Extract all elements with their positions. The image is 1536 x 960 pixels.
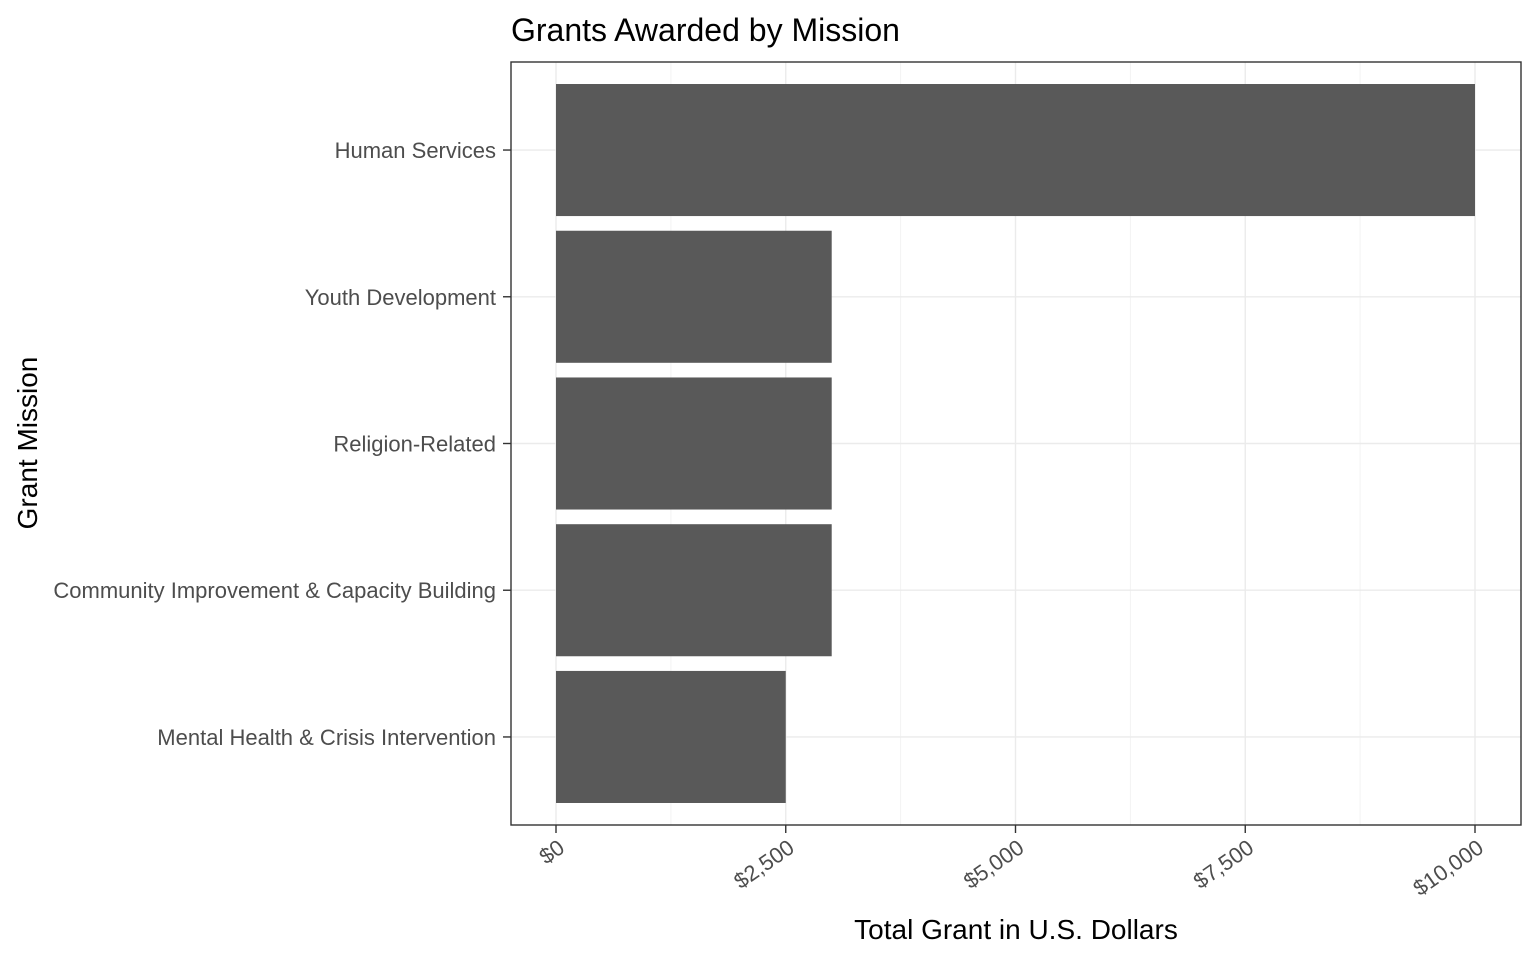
chart-title: Grants Awarded by Mission — [511, 12, 900, 48]
x-tick-label: $2,500 — [729, 835, 798, 894]
x-tick-label: $10,000 — [1408, 835, 1487, 901]
x-tick-label: $5,000 — [959, 835, 1028, 894]
y-tick-label: Human Services — [335, 138, 496, 163]
x-tick-label: $7,500 — [1189, 835, 1258, 894]
y-tick-label: Community Improvement & Capacity Buildin… — [53, 578, 496, 603]
y-tick-label: Religion-Related — [333, 432, 496, 457]
x-tick-label: $0 — [534, 835, 568, 870]
bars — [556, 84, 1475, 803]
bar — [556, 670, 786, 803]
bar — [556, 230, 832, 363]
x-axis: $0 $2,500 $5,000 $7,500 $10,000 — [534, 825, 1488, 901]
y-axis-title: Grant Mission — [12, 357, 43, 530]
bar — [556, 84, 1475, 217]
x-axis-title: Total Grant in U.S. Dollars — [854, 914, 1178, 945]
y-tick-label: Youth Development — [305, 285, 496, 310]
y-axis: Human Services Youth Development Religion-… — [53, 138, 511, 750]
y-tick-label: Mental Health & Crisis Intervention — [157, 725, 496, 750]
bar — [556, 524, 832, 657]
bar — [556, 377, 832, 510]
